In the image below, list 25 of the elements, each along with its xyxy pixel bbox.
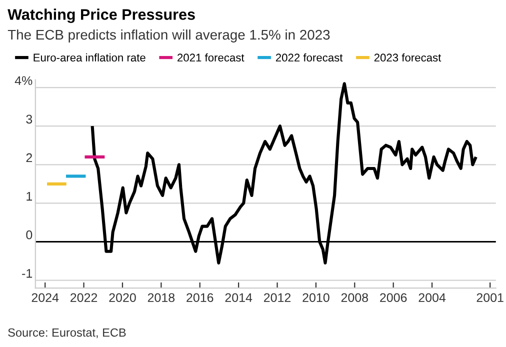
y-tick-label: 4% xyxy=(14,76,32,85)
x-tick-label: 2018 xyxy=(148,293,175,302)
x-tick-label: 2008 xyxy=(341,293,368,302)
x-tick-label: 2014 xyxy=(225,293,252,302)
x-tick-label: 2006 xyxy=(380,293,407,302)
y-tick-label: 2 xyxy=(26,153,32,162)
x-tick-label: 2001 xyxy=(476,293,504,302)
chart-title: Watching Price Pressures xyxy=(8,8,195,23)
x-tick-label: 2020 xyxy=(109,293,136,302)
legend-label: Euro-area inflation rate xyxy=(34,53,146,62)
y-tick-label: 1 xyxy=(26,192,32,201)
x-tick-label: 2024 xyxy=(32,293,59,302)
x-tick-label: 2010 xyxy=(302,293,330,302)
legend-label: 2021 forecast xyxy=(178,53,244,62)
x-tick-label: 2012 xyxy=(264,293,291,302)
y-tick-label: 0 xyxy=(26,230,32,240)
y-tick-label: -1 xyxy=(22,269,32,278)
legend-label: 2022 forecast xyxy=(276,53,343,62)
y-tick-label: 3 xyxy=(26,114,32,124)
legend-label: 2023 forecast xyxy=(374,53,442,62)
x-tick-label: 2022 xyxy=(70,293,98,302)
x-tick-label: 2016 xyxy=(186,293,214,302)
source-note: Source: Eurostat, ECB xyxy=(8,328,126,338)
x-tick-label: 2004 xyxy=(418,293,446,302)
chart-subtitle: The ECB predicts inflation will average 1.5% in 2023 xyxy=(8,29,330,42)
